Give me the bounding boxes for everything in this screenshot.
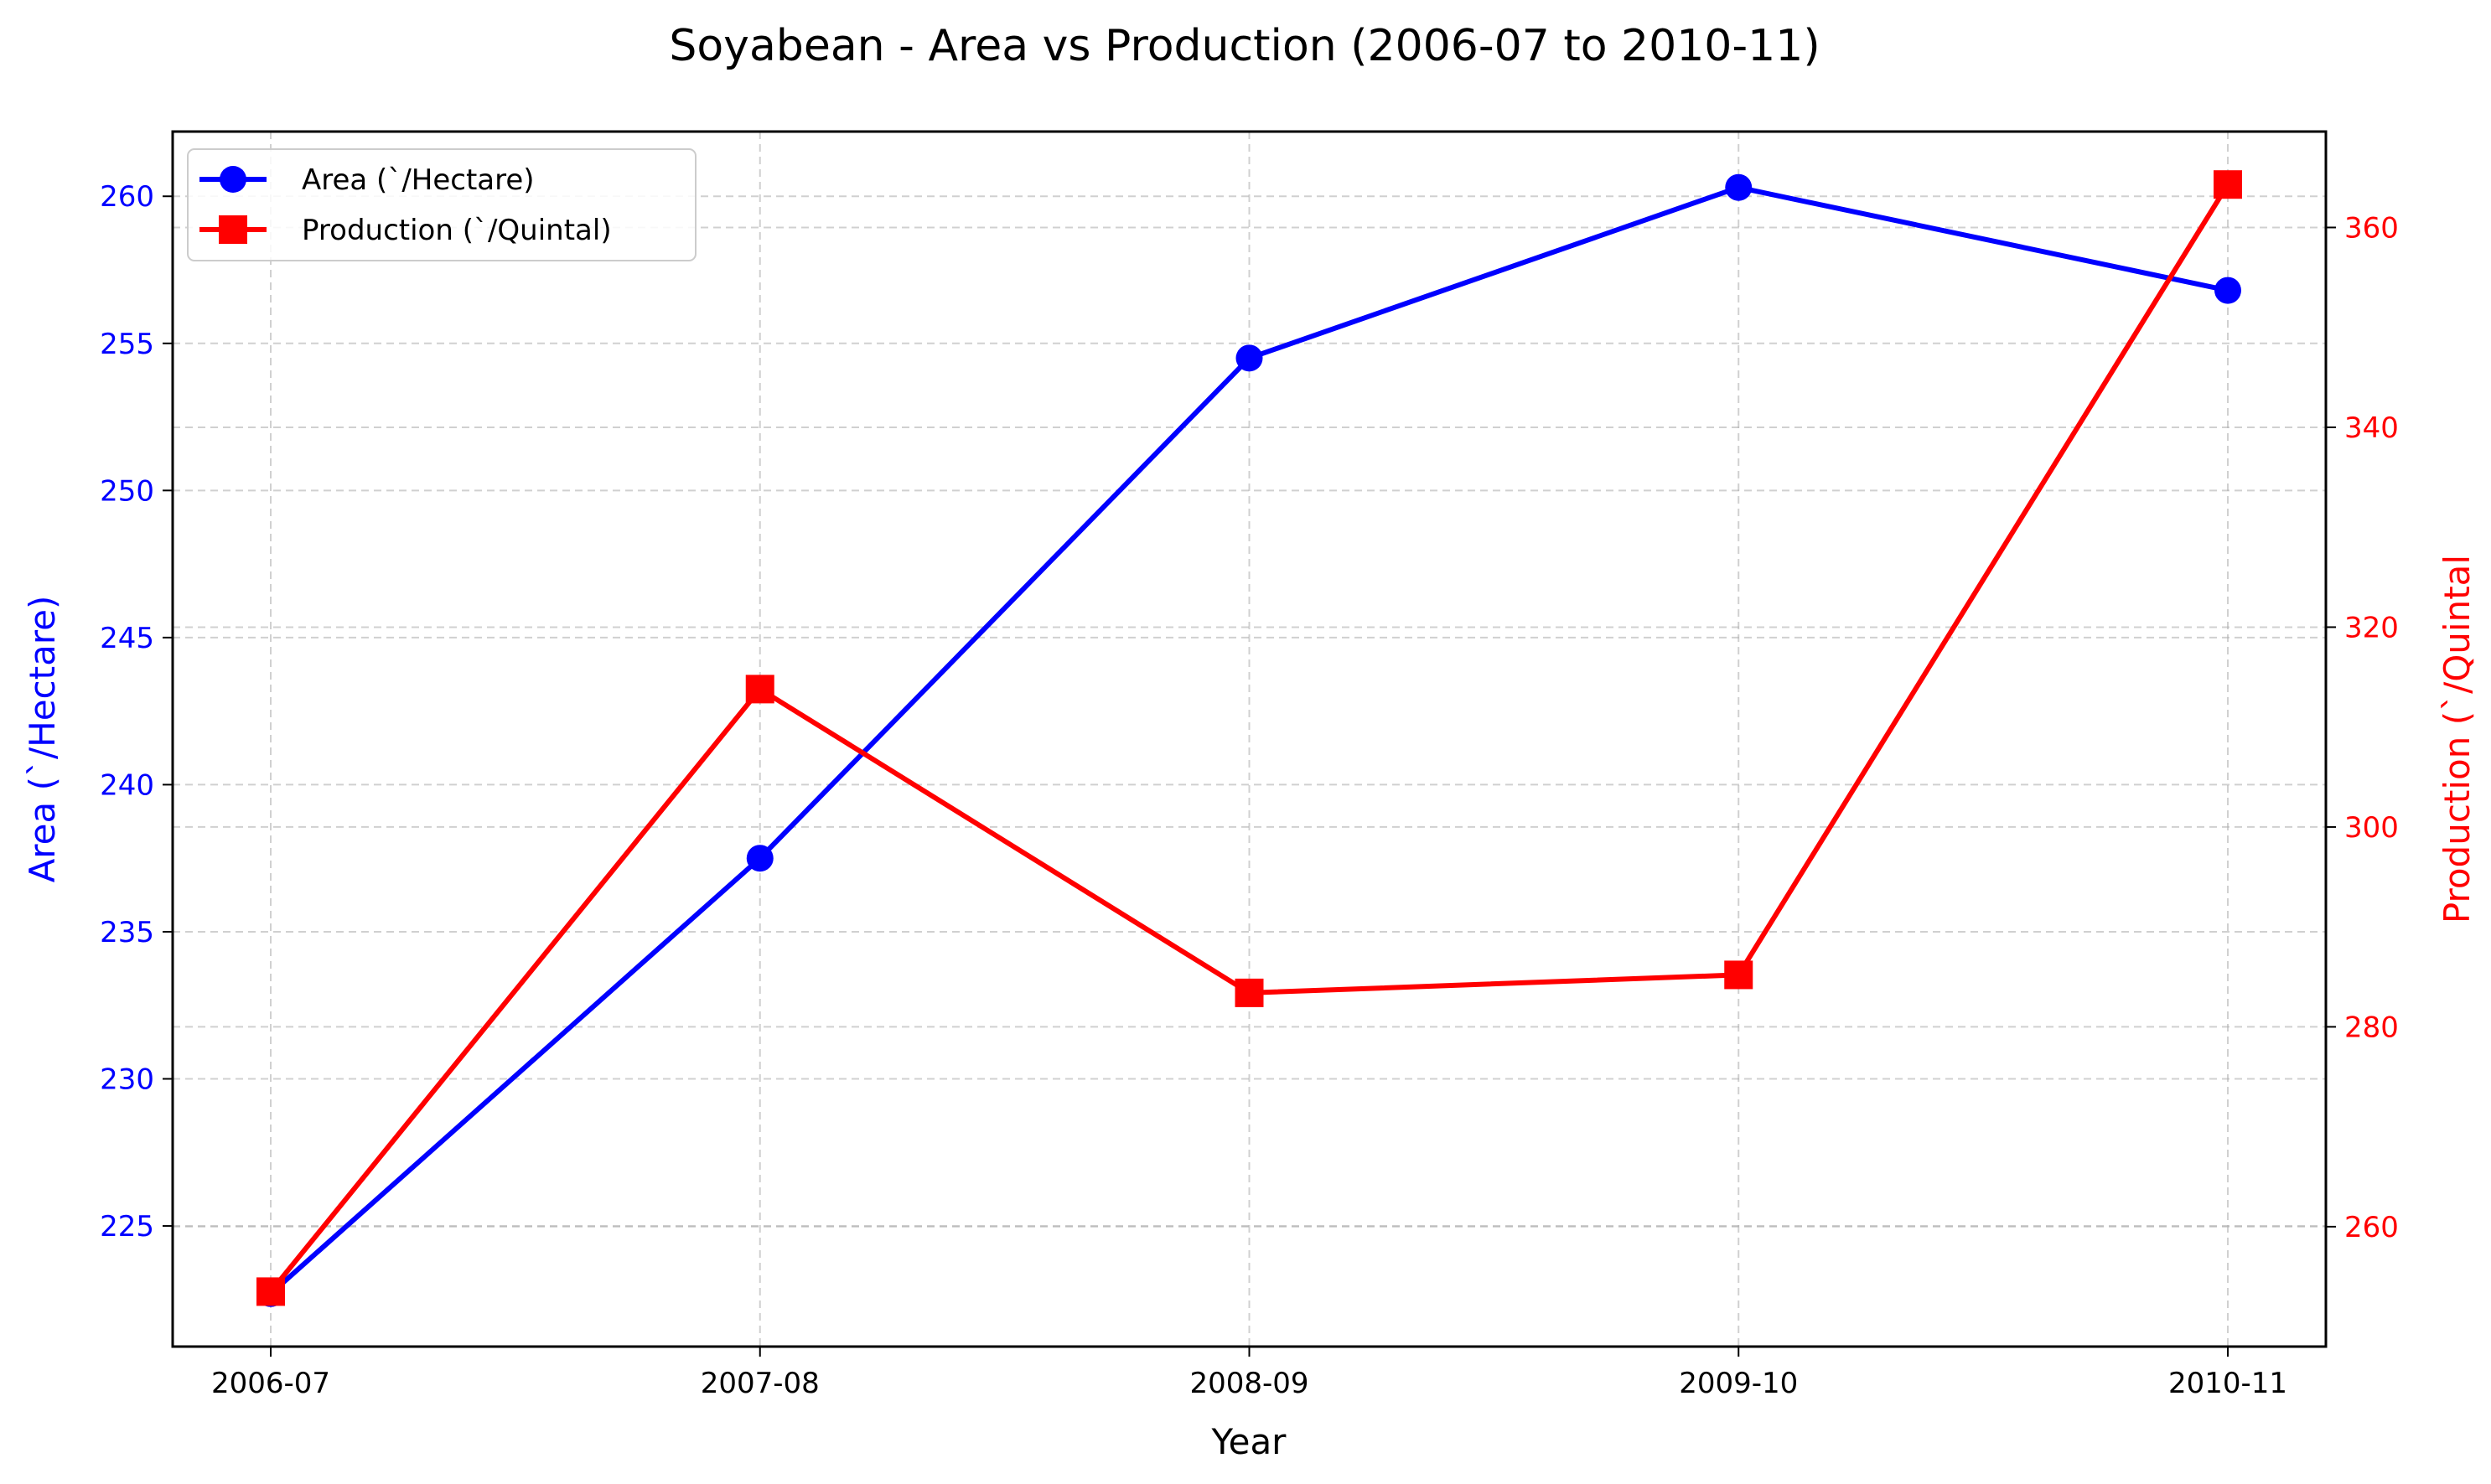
legend-marker — [219, 215, 247, 244]
right-axis: 260 280 300 320 340 360 — [2326, 211, 2399, 1244]
x-axis-label: Year — [1211, 1421, 1287, 1462]
right-tick-label: 340 — [2344, 411, 2399, 445]
data-point — [745, 675, 774, 704]
data-point — [1235, 978, 1264, 1007]
x-tick-label: 2009-10 — [1679, 1367, 1798, 1400]
right-tick-label: 320 — [2344, 611, 2399, 644]
right-tick-label: 360 — [2344, 211, 2399, 245]
legend-label: Area (`/Hectare) — [302, 163, 535, 197]
x-tick-label: 2008-09 — [1189, 1367, 1308, 1400]
data-point — [256, 1277, 285, 1306]
left-tick-label: 260 — [100, 180, 154, 214]
x-tick-label: 2010-11 — [2168, 1367, 2287, 1400]
x-tick-label: 2007-08 — [701, 1367, 820, 1400]
left-tick-label: 230 — [100, 1063, 154, 1097]
data-point — [1235, 344, 1263, 372]
left-axis: 225 230 235 240 245 250 255 260 — [100, 180, 173, 1244]
x-tick-label: 2006-07 — [211, 1367, 330, 1400]
left-tick-label: 240 — [100, 768, 154, 802]
legend-label: Production (`/Quintal) — [302, 214, 612, 247]
legend-marker — [220, 166, 246, 193]
series-lines — [256, 170, 2242, 1307]
left-tick-label: 235 — [100, 916, 154, 949]
left-tick-label: 225 — [100, 1210, 154, 1244]
x-axis: 2006-07 2007-08 2008-09 2009-10 2010-11 — [211, 1347, 2287, 1400]
data-point — [746, 845, 774, 872]
left-tick-label: 255 — [100, 328, 154, 361]
data-point — [2214, 170, 2242, 199]
right-axis-label: Production (`/Quintal — [2437, 555, 2478, 923]
chart-title: Soyabean - Area vs Production (2006-07 t… — [669, 21, 1820, 71]
left-axis-label: Area (`/Hectare) — [22, 596, 63, 883]
right-tick-label: 260 — [2344, 1211, 2399, 1244]
legend: Area (`/Hectare) Production (`/Quintal) — [187, 148, 697, 261]
left-tick-label: 245 — [100, 622, 154, 655]
right-tick-label: 300 — [2344, 811, 2399, 845]
data-point — [1724, 960, 1753, 990]
legend-box — [187, 148, 697, 261]
right-tick-label: 280 — [2344, 1011, 2399, 1044]
data-point — [2214, 277, 2241, 304]
data-point — [1725, 173, 1753, 201]
left-tick-label: 250 — [100, 474, 154, 508]
